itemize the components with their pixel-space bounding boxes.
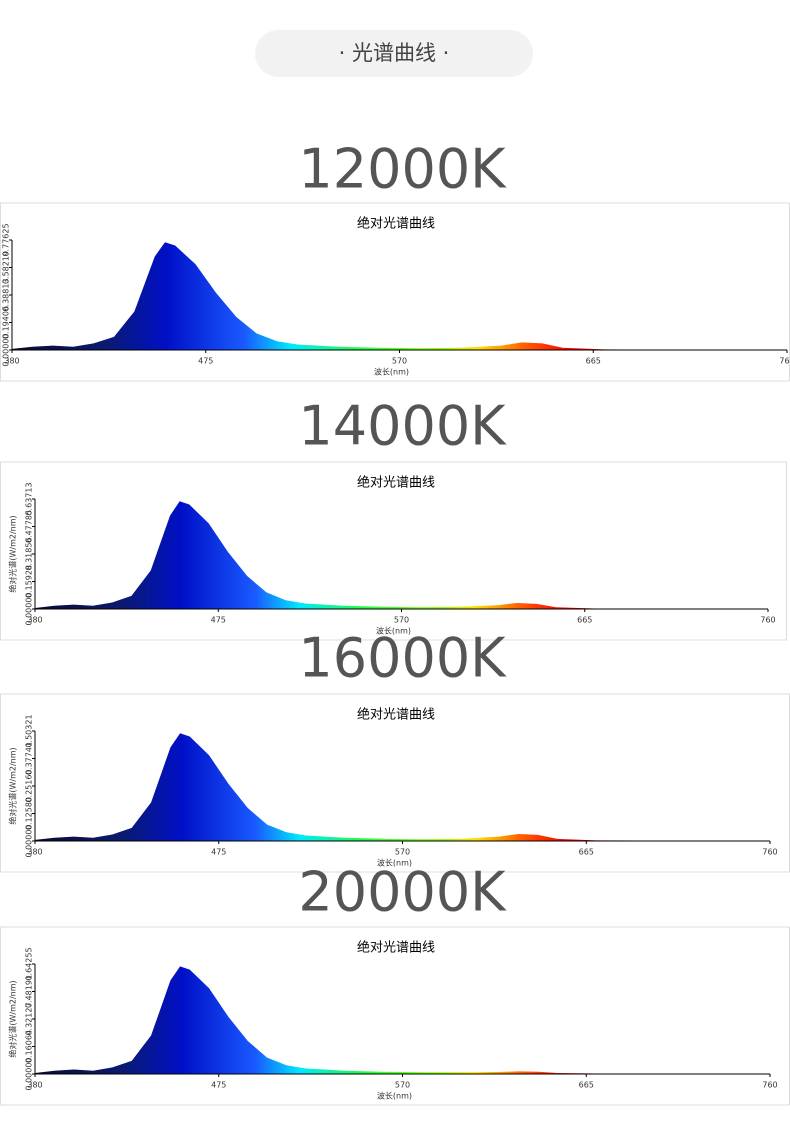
spectrum-area: [12, 242, 787, 350]
x-tick-label: 665: [579, 1081, 594, 1090]
x-tick-label: 570: [394, 616, 409, 625]
y-tick-label: 0.58219: [2, 251, 11, 284]
chart-frame: [0, 693, 790, 873]
x-axis-label: 波长(nm): [377, 1091, 412, 1101]
x-tick-label: 475: [211, 1081, 226, 1090]
x-tick-label: 665: [577, 616, 592, 625]
y-tick-label: 0.00000: [25, 824, 34, 857]
x-tick-label: 475: [211, 616, 226, 625]
y-tick-label: 0.77625: [2, 223, 11, 256]
y-tick-label: 0.63713: [25, 482, 34, 515]
x-tick-label: 760: [760, 616, 775, 625]
x-tick-label: 570: [392, 357, 407, 366]
chart-title: 绝对光谱曲线: [357, 216, 435, 232]
y-tick-label: 0.47785: [25, 510, 34, 543]
x-tick-label: 570: [395, 848, 410, 857]
y-tick-label: 0.15928: [25, 565, 34, 598]
x-tick-label: 380: [27, 848, 42, 857]
y-tick-label: 0.00000: [2, 333, 11, 366]
y-tick-label: 0.64255: [25, 947, 34, 980]
x-tick-label: 665: [579, 848, 594, 857]
x-tick-label: 570: [395, 1081, 410, 1090]
chart-heading: 16000K: [298, 627, 507, 690]
y-tick-label: 0.31856: [25, 537, 34, 570]
chart-title: 绝对光谱曲线: [357, 707, 435, 723]
y-tick-label: 0.00000: [25, 592, 34, 625]
chart-frame: [0, 926, 790, 1106]
y-tick-label: 0.50321: [25, 714, 34, 747]
y-tick-label: 0.48191: [25, 975, 34, 1008]
x-tick-label: 760: [762, 1081, 777, 1090]
y-tick-label: 0.16064: [25, 1030, 34, 1063]
y-tick-label: 0.00000: [25, 1057, 34, 1090]
y-tick-label: 0.32127: [25, 1002, 34, 1035]
header-pill: [255, 30, 533, 77]
x-tick-label: 380: [4, 357, 19, 366]
x-tick-label: 475: [211, 848, 226, 857]
chart-title: 绝对光谱曲线: [357, 475, 435, 491]
chart-frame: [0, 461, 787, 641]
x-tick-label: 760: [762, 848, 777, 857]
x-tick-label: 380: [27, 616, 42, 625]
y-tick-label: 0.25160: [25, 769, 34, 802]
chart-title: 绝对光谱曲线: [357, 940, 435, 956]
chart-heading: 14000K: [298, 395, 507, 458]
x-tick-label: 475: [198, 357, 213, 366]
y-axis-label: 绝对光谱(W/m2/nm): [8, 980, 18, 1057]
x-tick-label: 380: [27, 1081, 42, 1090]
x-tick-label: 760: [779, 357, 790, 366]
header-title: · 光谱曲线 ·: [339, 41, 450, 65]
chart-heading: 12000K: [298, 138, 507, 201]
x-axis-label: 波长(nm): [376, 626, 411, 636]
x-axis-label: 波长(nm): [377, 858, 412, 868]
x-tick-label: 665: [586, 357, 601, 366]
spectrum-area: [35, 733, 770, 841]
chart-heading: 20000K: [298, 861, 507, 924]
y-tick-label: 0.37741: [25, 742, 34, 775]
y-tick-label: 0.19406: [2, 306, 11, 339]
y-axis-label: 绝对光谱(W/m2/nm): [8, 747, 18, 824]
y-tick-label: 0.38813: [2, 278, 11, 311]
spectrum-area: [35, 501, 768, 609]
y-axis-label: 绝对光谱(W/m2/nm): [8, 515, 18, 592]
x-axis-label: 波长(nm): [374, 367, 409, 377]
y-tick-label: 0.12580: [25, 797, 34, 830]
spectrum-area: [35, 966, 770, 1074]
